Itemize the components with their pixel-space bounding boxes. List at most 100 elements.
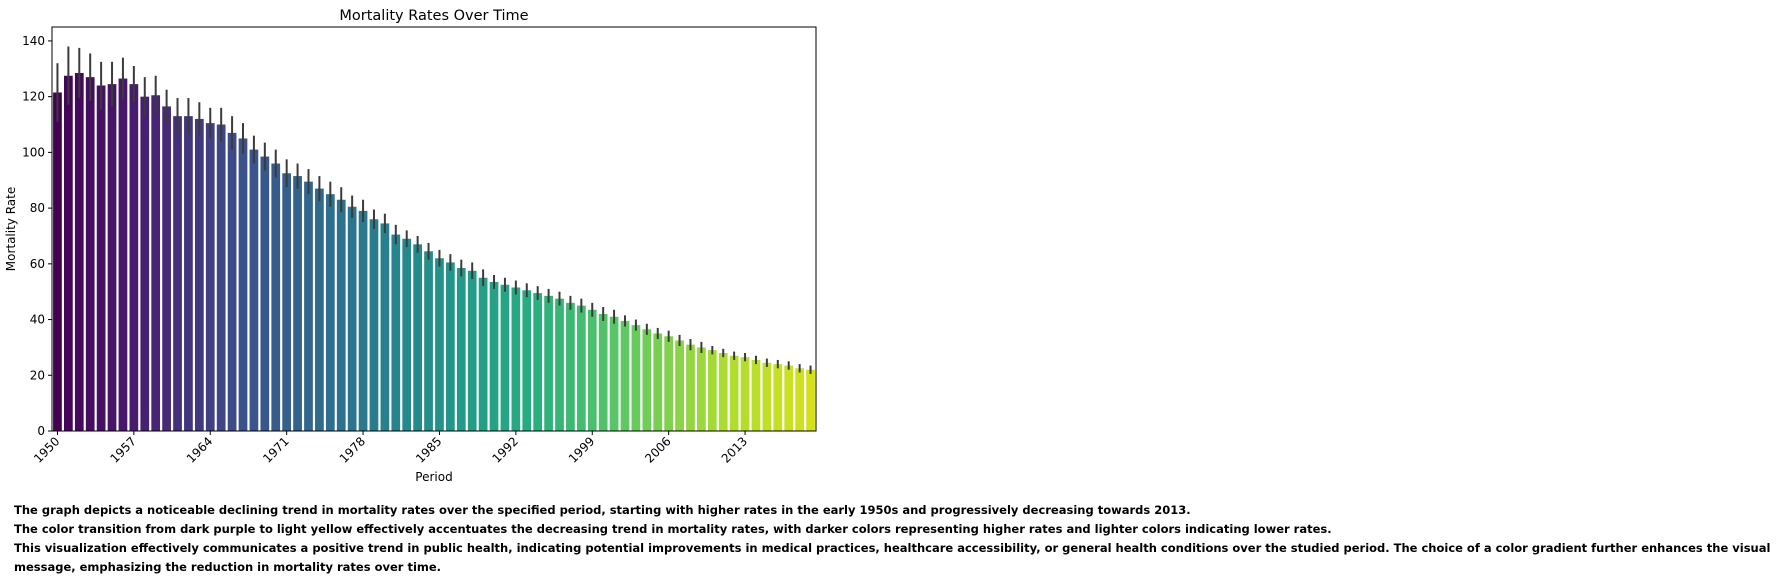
x-tick-label: 2006 [642, 434, 673, 465]
x-axis-label: Period [415, 470, 452, 484]
bar [184, 116, 193, 431]
bar [675, 340, 684, 431]
bar [249, 149, 259, 431]
bar [358, 210, 368, 431]
bar [74, 72, 84, 431]
bar [435, 258, 444, 431]
y-axis-label: Mortality Rate [4, 187, 18, 272]
bar [238, 138, 248, 431]
chart-title: Mortality Rates Over Time [339, 8, 528, 24]
bar [707, 350, 717, 431]
bar [413, 244, 422, 431]
bar [216, 124, 226, 431]
bar [446, 262, 455, 431]
y-tick-label: 140 [22, 34, 45, 48]
bar [795, 368, 804, 431]
x-tick-label: 1999 [566, 434, 597, 465]
y-tick-label: 20 [30, 368, 45, 382]
bar [107, 84, 117, 431]
bar [260, 156, 270, 431]
bar [194, 118, 204, 431]
x-tick-label: 1992 [489, 434, 520, 465]
bar [555, 298, 564, 431]
x-tick-label: 1971 [260, 434, 291, 465]
bar [315, 188, 324, 431]
bar [205, 123, 215, 431]
bar [609, 316, 619, 431]
bar [784, 365, 794, 431]
bar [227, 132, 237, 431]
bar [740, 357, 750, 431]
bar [151, 95, 161, 431]
x-tick-label: 1964 [184, 434, 215, 465]
y-tick-label: 60 [30, 257, 45, 271]
bar [686, 344, 695, 431]
caption-1: The graph depicts a noticeable declining… [14, 503, 1191, 517]
bar [718, 352, 728, 431]
bar [304, 181, 313, 431]
bar [140, 96, 150, 431]
bar [467, 270, 477, 431]
bar [424, 251, 433, 431]
bar [96, 85, 106, 431]
x-tick-label: 2013 [719, 434, 750, 465]
bar [456, 268, 466, 431]
bar [64, 75, 73, 432]
x-axis: 1950 1957 1964 1971 1978 1985 1992 1999 2006 2013 [31, 431, 750, 466]
caption-3: This visualization effectively communica… [14, 541, 1771, 574]
bar [118, 78, 128, 431]
bar [173, 116, 182, 431]
bar [391, 234, 401, 431]
bar [347, 206, 357, 431]
bar [664, 336, 674, 431]
y-tick-label: 120 [22, 90, 45, 104]
bar [129, 84, 139, 431]
x-tick-label: 1957 [107, 434, 138, 465]
mortality-bar-chart: Mortality Rates Over Time 0 20 40 60 80 100 12… [4, 8, 817, 484]
bars-layer [53, 72, 815, 432]
x-tick-label: 1978 [337, 434, 368, 465]
bar [489, 281, 499, 431]
bar [762, 362, 772, 431]
bar [271, 163, 281, 431]
bar [325, 194, 335, 431]
bar [697, 347, 706, 431]
y-tick-label: 0 [37, 424, 45, 438]
y-tick-label: 100 [22, 145, 45, 159]
bar [576, 305, 586, 431]
bar [653, 333, 663, 431]
bar [380, 223, 390, 431]
x-tick-label: 1985 [413, 434, 444, 465]
bar [369, 219, 379, 431]
bar [773, 364, 783, 431]
bar [402, 238, 412, 431]
x-tick-label: 1950 [31, 434, 62, 465]
bar [500, 284, 510, 431]
bar [806, 369, 815, 431]
bar [522, 290, 532, 431]
bar [511, 287, 521, 431]
bar [631, 325, 641, 431]
bar [751, 359, 761, 431]
bar [85, 77, 95, 431]
y-tick-label: 80 [30, 201, 45, 215]
bar [544, 295, 553, 431]
bar [566, 302, 575, 431]
plot-frame [51, 26, 817, 432]
y-tick-label: 40 [30, 313, 45, 327]
bar [162, 106, 171, 432]
bar [729, 355, 739, 431]
bar [336, 199, 346, 431]
bar [642, 329, 652, 431]
y-axis: 0 20 40 60 80 100 120 140 [22, 34, 52, 438]
bar [587, 309, 597, 431]
bar [478, 277, 488, 431]
bar [293, 176, 302, 431]
bar [620, 320, 630, 431]
bar [282, 173, 292, 431]
bar [53, 92, 62, 431]
bar [598, 313, 608, 431]
error-bars-layer [56, 46, 812, 374]
bar [533, 293, 543, 431]
caption-2: The color transition from dark purple to… [14, 522, 1332, 536]
